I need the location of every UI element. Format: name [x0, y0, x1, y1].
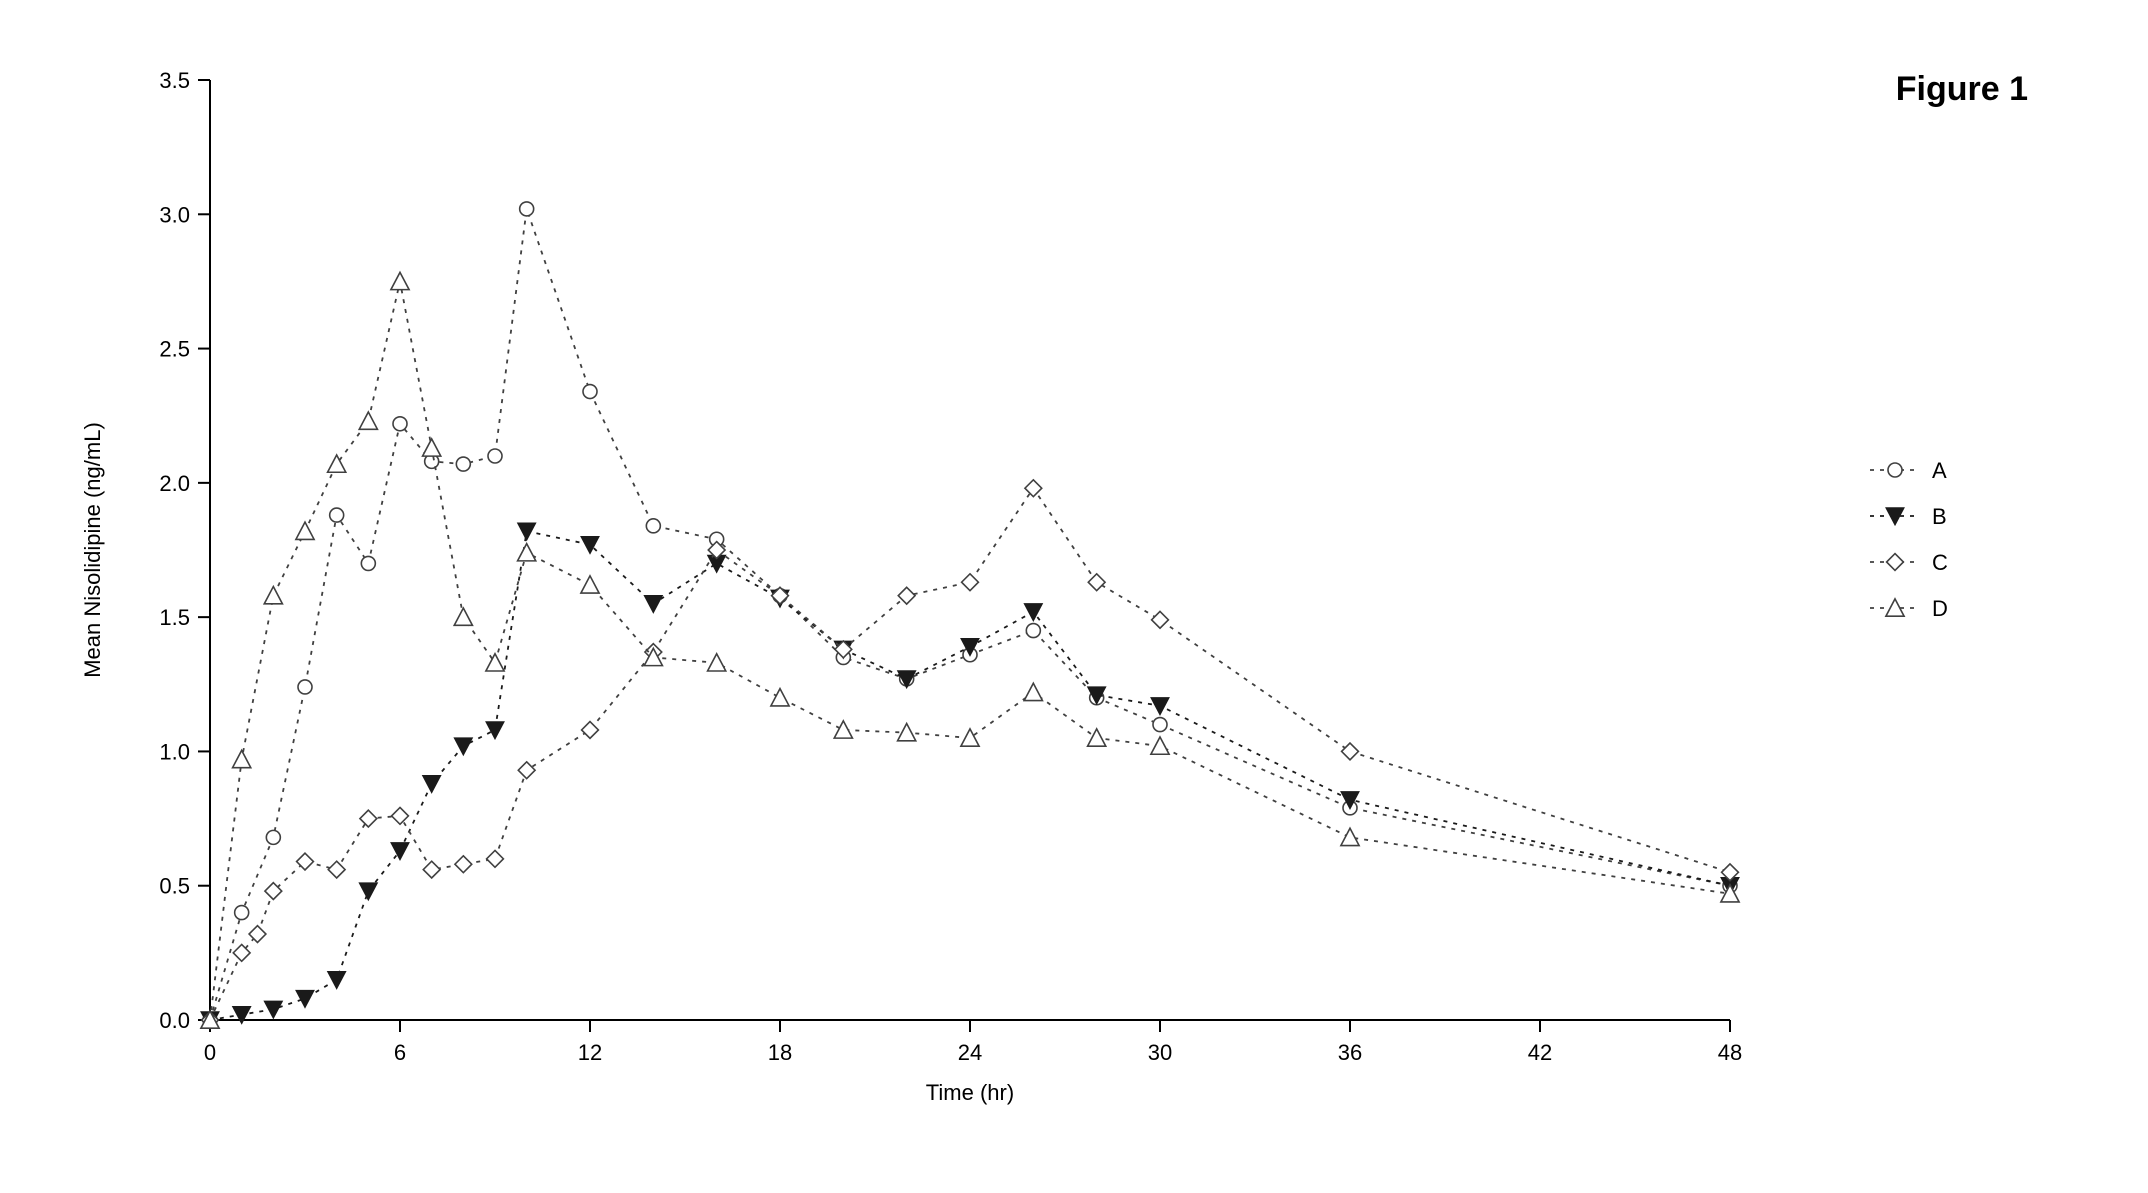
svg-text:48: 48: [1718, 1040, 1742, 1065]
svg-text:30: 30: [1148, 1040, 1172, 1065]
svg-text:0.0: 0.0: [159, 1008, 190, 1033]
legend-label-B: B: [1932, 504, 1947, 529]
svg-text:1.5: 1.5: [159, 605, 190, 630]
figure-title: Figure 1: [1896, 70, 2028, 109]
svg-text:0: 0: [204, 1040, 216, 1065]
pk-line-chart: 0.0 0.5 1.0 1.5 2.0 2.5 3.0 3.5 0 6 12 18 24 30 36 42 48…: [0, 0, 2148, 1193]
svg-text:24: 24: [958, 1040, 982, 1065]
svg-text:Mean Nisolidipine (ng/mL): Mean Nisolidipine (ng/mL): [80, 422, 105, 678]
svg-text:3.5: 3.5: [159, 68, 190, 93]
svg-text:6: 6: [394, 1040, 406, 1065]
svg-text:12: 12: [578, 1040, 602, 1065]
svg-text:Time (hr): Time (hr): [926, 1080, 1014, 1105]
svg-text:18: 18: [768, 1040, 792, 1065]
svg-text:3.0: 3.0: [159, 202, 190, 227]
svg-text:2.5: 2.5: [159, 337, 190, 362]
svg-text:0.5: 0.5: [159, 874, 190, 899]
svg-text:36: 36: [1338, 1040, 1362, 1065]
legend-label-A: A: [1932, 458, 1947, 483]
legend-label-C: C: [1932, 550, 1948, 575]
legend-label-D: D: [1932, 596, 1948, 621]
svg-text:42: 42: [1528, 1040, 1552, 1065]
svg-text:2.0: 2.0: [159, 471, 190, 496]
svg-text:1.0: 1.0: [159, 739, 190, 764]
